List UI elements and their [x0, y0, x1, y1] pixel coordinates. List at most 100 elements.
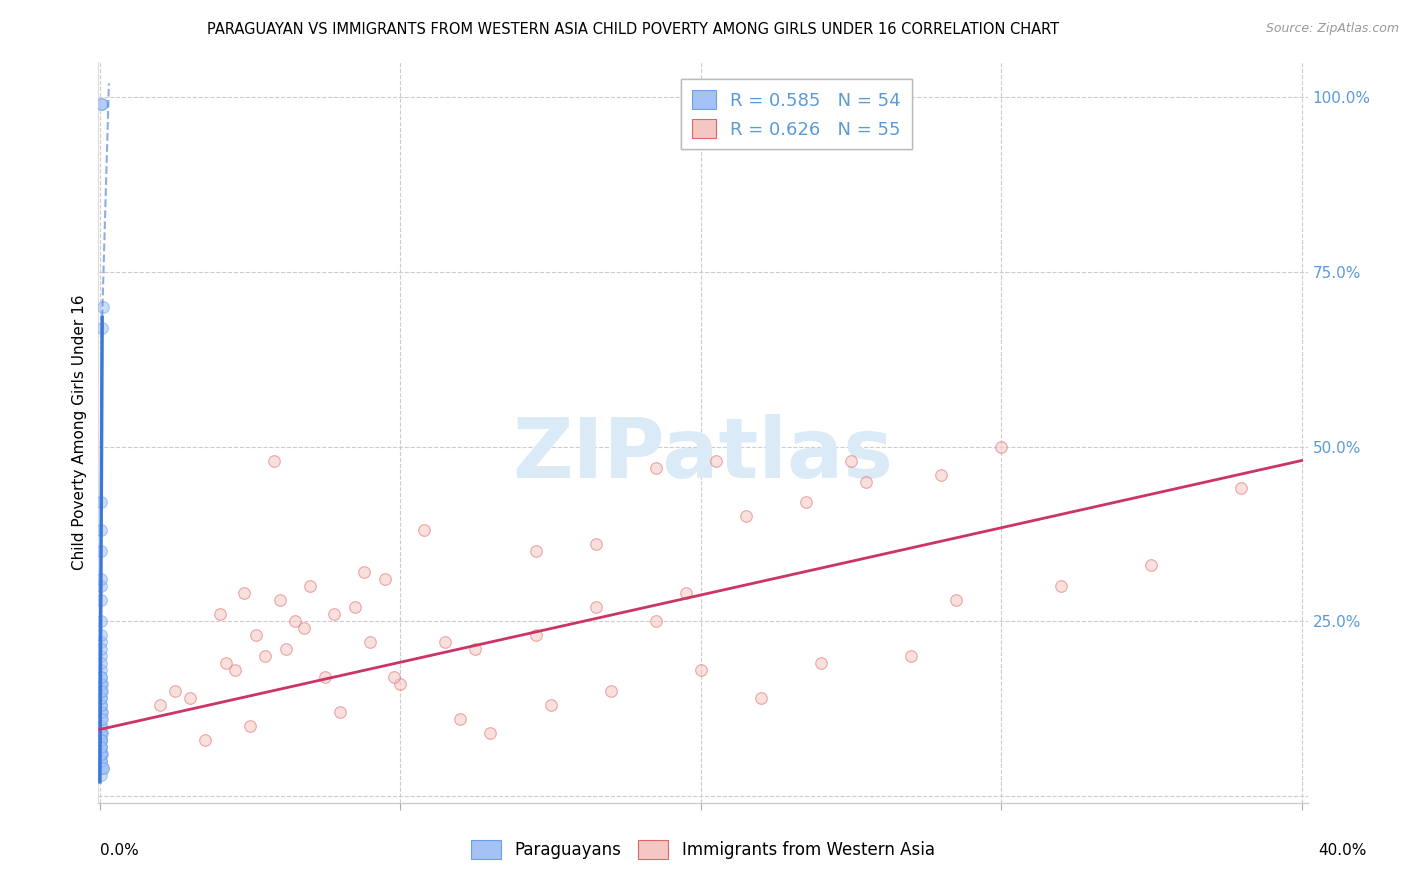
Point — [90, 698, 112, 712]
Point — [245, 628, 267, 642]
Point — [90, 761, 112, 775]
Point — [90, 719, 112, 733]
Point — [90, 670, 112, 684]
Point — [585, 600, 607, 615]
Text: 0.0%: 0.0% — [100, 843, 139, 858]
Point — [224, 663, 246, 677]
Point — [89, 768, 111, 782]
Point — [90, 739, 112, 754]
Point — [90, 739, 112, 754]
Point — [276, 642, 298, 657]
Point — [90, 747, 112, 761]
Point — [91, 761, 114, 775]
Point — [90, 726, 112, 740]
Point — [675, 586, 697, 600]
Point — [284, 614, 307, 628]
Point — [254, 649, 277, 664]
Point — [90, 670, 112, 684]
Point — [90, 719, 112, 733]
Point — [810, 656, 832, 670]
Point — [90, 739, 112, 754]
Point — [90, 593, 112, 607]
Point — [91, 761, 114, 775]
Point — [91, 321, 114, 335]
Text: Source: ZipAtlas.com: Source: ZipAtlas.com — [1265, 22, 1399, 36]
Point — [90, 656, 112, 670]
Point — [540, 698, 562, 712]
Point — [900, 649, 922, 664]
Point — [689, 663, 711, 677]
Legend: Paraguayans, Immigrants from Western Asia: Paraguayans, Immigrants from Western Asi… — [465, 834, 941, 866]
Point — [209, 607, 232, 622]
Point — [263, 453, 285, 467]
Point — [90, 691, 112, 706]
Point — [855, 475, 877, 489]
Point — [353, 566, 375, 580]
Point — [413, 524, 436, 538]
Point — [91, 684, 114, 698]
Point — [90, 705, 112, 719]
Point — [479, 726, 502, 740]
Point — [90, 684, 112, 698]
Legend: R = 0.585   N = 54, R = 0.626   N = 55: R = 0.585 N = 54, R = 0.626 N = 55 — [682, 78, 911, 149]
Point — [1050, 579, 1073, 593]
Point — [434, 635, 457, 649]
Point — [329, 705, 352, 719]
Point — [90, 712, 112, 726]
Point — [599, 684, 621, 698]
Point — [90, 579, 112, 593]
Point — [89, 663, 111, 677]
Point — [704, 453, 727, 467]
Point — [90, 712, 112, 726]
Point — [89, 495, 111, 509]
Point — [89, 524, 111, 538]
Point — [90, 705, 112, 719]
Point — [1230, 482, 1253, 496]
Point — [89, 733, 111, 747]
Point — [89, 754, 111, 768]
Point — [90, 97, 112, 112]
Point — [89, 684, 111, 698]
Point — [215, 656, 238, 670]
Point — [990, 440, 1012, 454]
Point — [734, 509, 756, 524]
Point — [89, 677, 111, 691]
Point — [90, 754, 112, 768]
Point — [389, 677, 412, 691]
Point — [179, 691, 201, 706]
Text: ZIPatlas: ZIPatlas — [513, 414, 893, 495]
Point — [89, 614, 111, 628]
Point — [794, 495, 817, 509]
Point — [90, 649, 112, 664]
Point — [929, 467, 952, 482]
Point — [464, 642, 486, 657]
Point — [382, 670, 405, 684]
Point — [839, 453, 862, 467]
Point — [359, 635, 381, 649]
Point — [91, 677, 114, 691]
Point — [449, 712, 471, 726]
Point — [91, 97, 114, 112]
Point — [269, 593, 291, 607]
Point — [90, 747, 112, 761]
Point — [90, 726, 112, 740]
Point — [90, 747, 112, 761]
Point — [89, 544, 111, 558]
Text: PARAGUAYAN VS IMMIGRANTS FROM WESTERN ASIA CHILD POVERTY AMONG GIRLS UNDER 16 CO: PARAGUAYAN VS IMMIGRANTS FROM WESTERN AS… — [207, 22, 1059, 37]
Point — [644, 460, 666, 475]
Point — [90, 733, 112, 747]
Point — [374, 572, 396, 586]
Point — [344, 600, 367, 615]
Point — [90, 642, 112, 657]
Text: 40.0%: 40.0% — [1319, 843, 1367, 858]
Point — [194, 733, 217, 747]
Point — [1140, 558, 1163, 573]
Point — [524, 544, 547, 558]
Point — [233, 586, 256, 600]
Point — [585, 537, 607, 551]
Point — [163, 684, 186, 698]
Point — [91, 300, 114, 314]
Point — [323, 607, 346, 622]
Y-axis label: Child Poverty Among Girls Under 16: Child Poverty Among Girls Under 16 — [72, 295, 87, 570]
Point — [89, 754, 111, 768]
